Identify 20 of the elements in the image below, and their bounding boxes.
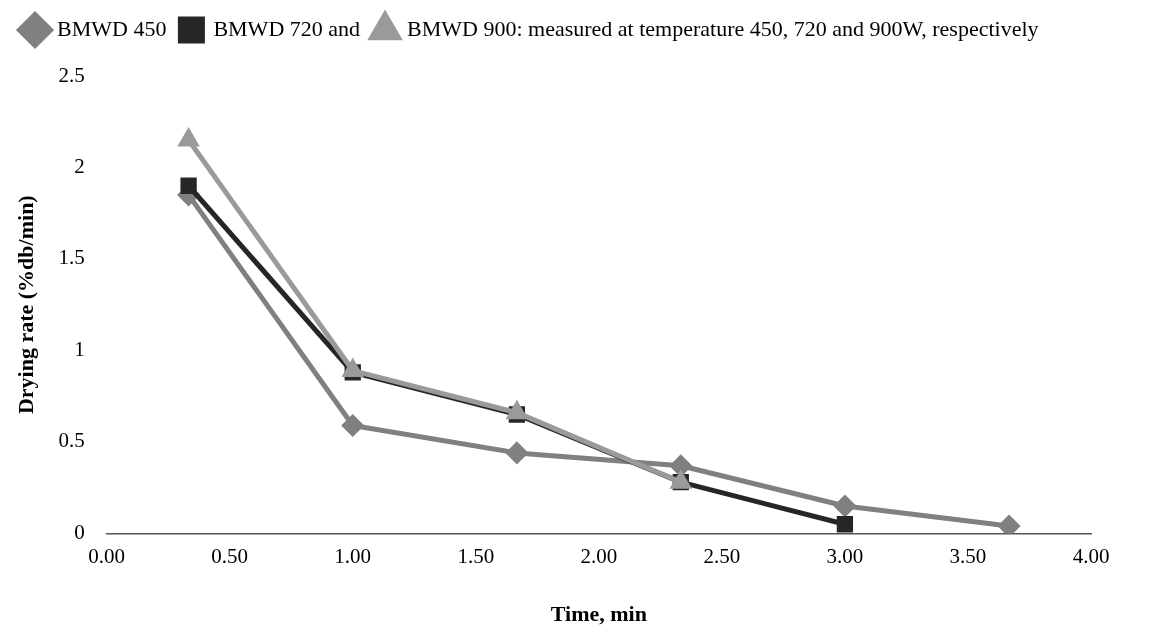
x-tick-label: 2.00 [580,543,618,568]
y-tick-label: 2 [74,154,85,178]
x-tick-label: 3.00 [826,543,864,568]
legend-label: BMWD 720 and [213,15,361,41]
y-tick-label: 0.5 [58,428,85,453]
legend-label: BMWD 900: measured at temperature 450, 720 and 900W, respectively [407,15,1039,41]
y-tick-label: 2.5 [58,62,85,87]
x-tick-label: 0.00 [88,543,126,568]
y-axis-title: Drying rate (%db/min) [12,195,38,415]
x-tick-label: 1.00 [334,543,372,568]
x-tick-label: 1.50 [457,543,495,568]
x-tick-label: 4.00 [1072,543,1110,568]
y-tick-label: 1 [74,336,85,361]
y-tick-label: 0 [74,519,85,544]
x-tick-label: 3.50 [949,543,987,568]
y-tick-label: 1.5 [58,245,85,270]
x-axis-title: Time, min [550,601,647,627]
x-tick-label: 2.50 [703,543,741,568]
x-tick-label: 0.50 [211,543,249,568]
legend-label: BMWD 450 [57,15,167,41]
